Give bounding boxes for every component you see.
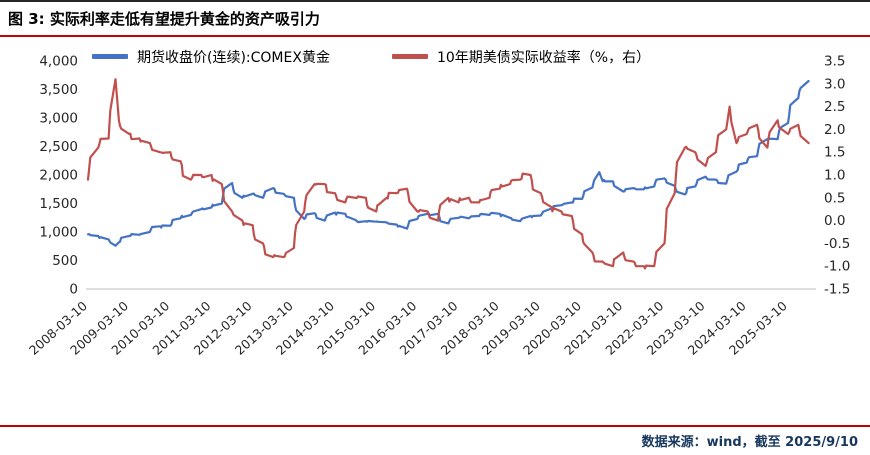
left-axis-tick: 500 [52,253,78,269]
right-axis-tick: 1.0 [824,167,845,183]
title-underline [0,34,870,37]
footer-divider [0,425,870,427]
left-axis-tick: 3,500 [39,82,78,98]
left-axis-tick: 2,000 [39,167,78,183]
right-axis-tick: 3.5 [824,53,845,69]
right-axis-tick: 1.5 [824,144,845,160]
left-axis-tick: 1,000 [39,224,78,240]
left-axis-tick: 2,500 [39,139,78,155]
real-yield-line-series [86,77,810,269]
gold-series-label: 期货收盘价(连续):COMEX黄金 [137,49,330,66]
left-axis-tick: 4,000 [39,53,78,69]
right-axis-tick: 2.5 [824,99,845,115]
real-yield-series-swatch [391,54,428,59]
right-axis-tick: 2.0 [824,121,845,137]
right-axis-tick: -1.0 [824,258,850,274]
left-axis-tick: 0 [69,281,78,297]
footer: 数据来源：wind，截至 2025/9/10 [0,425,870,455]
right-axis-tick: 0.5 [824,190,845,206]
chart-legend: 期货收盘价(连续):COMEX黄金 10年期美债实际收益率（%，右） [92,47,650,67]
title-row: 图 3: 实际利率走低有望提升黄金的资产吸引力 [0,2,870,35]
left-axis-tick: 3,000 [39,110,78,126]
right-axis-tick: -0.5 [824,235,850,251]
top-divider [0,0,870,2]
left-axis-tick: 1,500 [39,196,78,212]
gold-series-swatch [92,54,128,59]
legend-item-real-yield: 10年期美债实际收益率（%，右） [391,47,651,67]
right-axis-tick: 3.0 [824,76,845,92]
legend-item-gold: 期货收盘价(连续):COMEX黄金 [92,47,330,67]
chart-canvas: 0 500 1,000 1,500 2,000 2,500 3,000 3,500 4,000 -… [26,53,850,357]
data-source-note: 数据来源：wind，截至 2025/9/10 [641,435,858,450]
right-axis-tick: -1.5 [824,281,850,297]
right-axis-tick: 0.0 [824,213,845,229]
gold-price-line-series [86,79,810,247]
real-yield-series-label: 10年期美债实际收益率（%，右） [436,49,651,66]
figure-title: 图 3: 实际利率走低有望提升黄金的资产吸引力 [8,10,320,28]
chart-area: 期货收盘价(连续):COMEX黄金 10年期美债实际收益率（%，右） 0 500 1… [0,37,870,409]
